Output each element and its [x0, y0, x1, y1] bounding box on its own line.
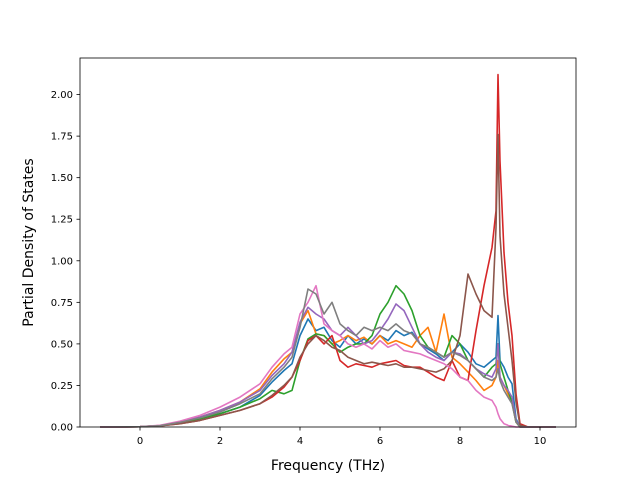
x-axis-ticks: 0 2 4 6 8 10 [137, 427, 547, 447]
series-line-6 [99, 133, 556, 428]
x-tick-label: 8 [457, 436, 463, 447]
series-line-5 [99, 303, 556, 428]
y-tick-label: 1.50 [51, 173, 73, 184]
y-axis-ticks: 0.00 0.25 0.50 0.75 1.00 1.25 1.50 1.75 2.00 [51, 90, 80, 434]
x-tick-label: 2 [217, 436, 223, 447]
x-tick-label: 4 [297, 436, 303, 447]
x-tick-label: 0 [137, 436, 143, 447]
axes-frame [79, 57, 577, 428]
series-line-7 [99, 284, 556, 428]
x-tick-label: 6 [377, 436, 383, 447]
x-tick-label: 10 [534, 436, 547, 447]
y-tick-label: 0.50 [51, 339, 73, 350]
y-tick-label: 1.25 [51, 215, 73, 226]
y-tick-label: 0.00 [51, 423, 73, 434]
y-axis-label: Partial Density of States [21, 158, 37, 326]
y-tick-label: 0.75 [51, 298, 73, 309]
series-line-1 [99, 314, 556, 428]
series-line-8 [99, 288, 556, 428]
y-tick-label: 2.00 [51, 90, 73, 101]
y-tick-label: 1.75 [51, 132, 73, 143]
y-tick-label: 0.25 [51, 381, 73, 392]
y-tick-label: 1.00 [51, 256, 73, 267]
series-line-3 [99, 284, 556, 428]
series-line-4 [99, 73, 556, 428]
series-layer [99, 73, 556, 428]
x-axis-label: Frequency (THz) [271, 458, 385, 474]
